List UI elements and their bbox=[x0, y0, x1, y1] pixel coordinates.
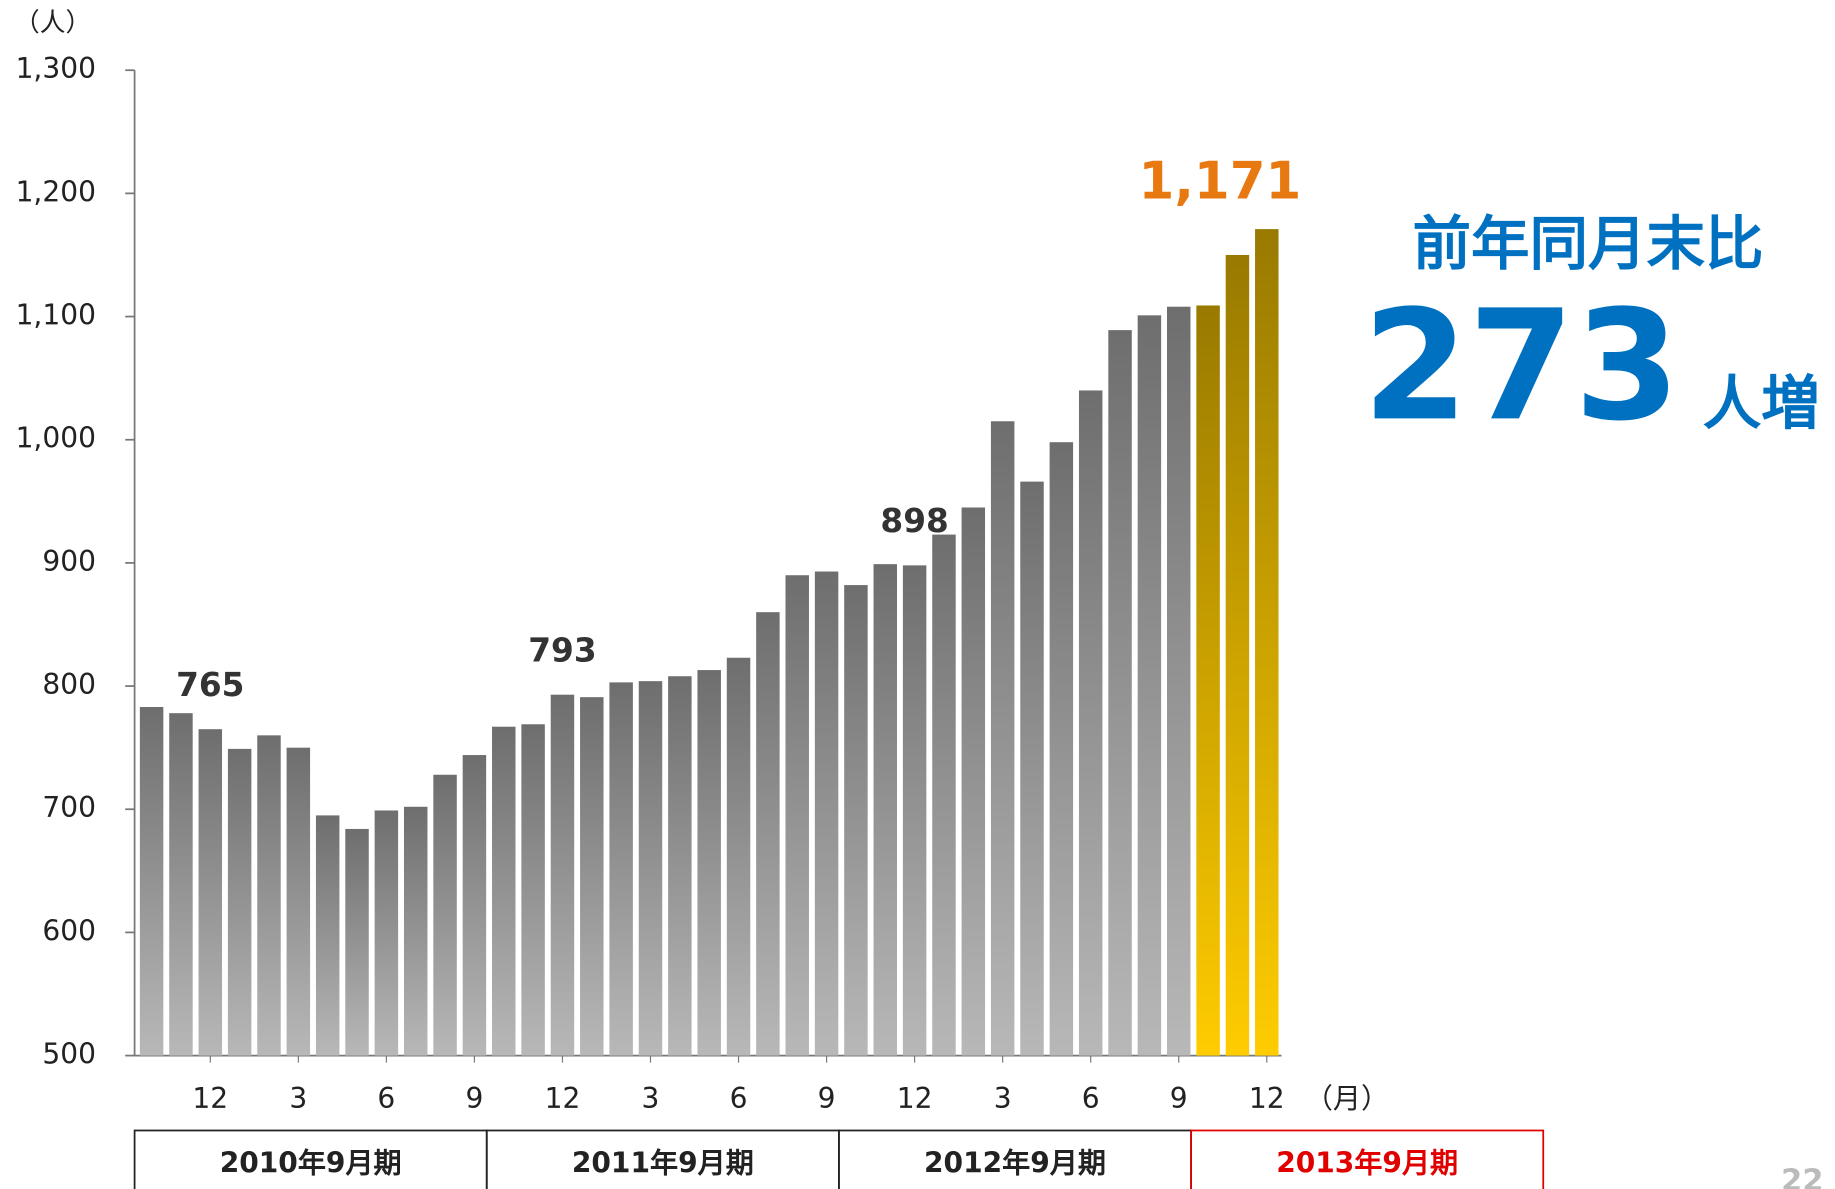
bar bbox=[198, 729, 223, 1056]
bar bbox=[932, 534, 956, 1056]
bar bbox=[1078, 390, 1103, 1056]
bar bbox=[139, 707, 164, 1056]
data-label: 765 bbox=[176, 666, 244, 704]
period-label: 2012年9月期 bbox=[924, 1146, 1106, 1179]
period-label: 2011年9月期 bbox=[572, 1146, 754, 1179]
x-tick-label: 6 bbox=[377, 1082, 395, 1115]
y-tick-label: 1,300 bbox=[16, 52, 96, 85]
bar bbox=[609, 682, 633, 1056]
data-label: 1,171 bbox=[1139, 152, 1302, 212]
annotation-number: 273 bbox=[1363, 277, 1681, 454]
bar bbox=[902, 565, 927, 1056]
bar bbox=[286, 747, 311, 1056]
y-tick-label: 1,000 bbox=[16, 422, 96, 455]
bar bbox=[844, 585, 868, 1056]
bar bbox=[1167, 306, 1191, 1056]
period-box bbox=[1190, 1129, 1545, 1189]
bar bbox=[1255, 229, 1279, 1056]
x-tick-label: 9 bbox=[1170, 1082, 1188, 1115]
bar bbox=[1196, 305, 1220, 1056]
x-unit: （月） bbox=[1305, 1082, 1389, 1115]
x-tick-label: 12 bbox=[897, 1082, 933, 1115]
bar bbox=[1137, 315, 1162, 1056]
x-tick-label: 12 bbox=[1249, 1082, 1285, 1115]
bar bbox=[257, 735, 281, 1056]
x-tick-label: 3 bbox=[642, 1082, 660, 1115]
bar bbox=[492, 726, 516, 1056]
bar bbox=[814, 571, 839, 1056]
x-tick-label: 12 bbox=[545, 1082, 581, 1115]
bar bbox=[961, 507, 986, 1056]
y-tick-label: 800 bbox=[42, 668, 96, 701]
bar bbox=[433, 774, 457, 1056]
data-label: 793 bbox=[528, 632, 596, 670]
annotation-suffix: 人増 bbox=[1703, 369, 1820, 437]
bar bbox=[726, 657, 751, 1056]
x-tick-label: 3 bbox=[994, 1082, 1012, 1115]
x-tick-label: 9 bbox=[818, 1082, 836, 1115]
period-label: 2010年9月期 bbox=[220, 1146, 402, 1179]
bar bbox=[315, 815, 340, 1056]
bar bbox=[1225, 254, 1250, 1056]
bar bbox=[345, 828, 369, 1056]
bar bbox=[697, 670, 721, 1056]
y-tick-label: 700 bbox=[42, 791, 96, 824]
bar bbox=[227, 748, 252, 1056]
bar bbox=[403, 806, 428, 1056]
y-tick-label: 900 bbox=[42, 545, 96, 578]
bar bbox=[668, 676, 692, 1056]
y-unit: （人） bbox=[14, 8, 91, 38]
bar bbox=[1108, 330, 1132, 1056]
bar bbox=[550, 694, 575, 1056]
x-tick-label: 12 bbox=[192, 1082, 228, 1115]
bar bbox=[785, 575, 809, 1056]
bar bbox=[873, 564, 898, 1056]
y-tick-label: 600 bbox=[42, 914, 96, 947]
annotation-title: 前年同月末比 bbox=[1413, 210, 1764, 278]
bar bbox=[638, 681, 663, 1056]
bar bbox=[1049, 442, 1074, 1056]
x-tick-label: 3 bbox=[289, 1082, 307, 1115]
bar bbox=[462, 755, 487, 1056]
y-tick-label: 500 bbox=[42, 1038, 96, 1071]
bar bbox=[580, 697, 604, 1056]
bar bbox=[169, 713, 193, 1056]
y-tick-label: 1,100 bbox=[16, 299, 96, 332]
bar bbox=[756, 612, 780, 1056]
bar bbox=[1020, 481, 1044, 1056]
page-number: 22 bbox=[1781, 1163, 1823, 1189]
period-label: 2013年9月期 bbox=[1276, 1146, 1458, 1179]
bar bbox=[521, 724, 545, 1056]
y-tick-label: 1,200 bbox=[16, 175, 96, 208]
bar bbox=[374, 810, 399, 1056]
x-tick-label: 6 bbox=[1082, 1082, 1100, 1115]
data-label: 898 bbox=[880, 502, 948, 540]
x-tick-label: 6 bbox=[730, 1082, 748, 1115]
bar bbox=[990, 421, 1015, 1056]
x-tick-label: 9 bbox=[465, 1082, 483, 1115]
